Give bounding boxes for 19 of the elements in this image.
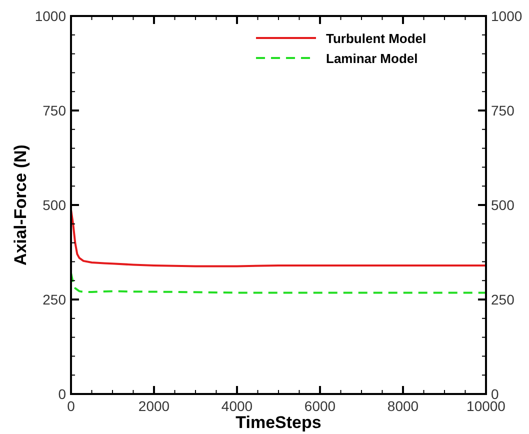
y-tick-label: 1000 [34,8,66,24]
line-series [70,208,487,268]
x-tick-label: 4000 [221,398,253,414]
x-tick-label: 8000 [387,398,419,414]
y-tick-label: 250 [42,292,66,308]
y2-tick-label: 250 [491,292,515,308]
y-tick-label: 0 [58,386,66,402]
y-tick-label: 500 [42,197,66,213]
y2-tick-label: 750 [491,102,515,118]
x-axis-title: TimeSteps [236,413,322,432]
x-tick-label: 2000 [138,398,170,414]
y-axis-title: Axial-Force (N) [11,144,30,266]
y2-tick-label: 1000 [491,8,522,24]
line-series [70,272,487,294]
legend-label: Laminar Model [326,51,418,66]
y-tick-label: 750 [42,102,66,118]
y2-tick-label: 500 [491,197,515,213]
x-tick-label: 6000 [304,398,336,414]
legend-label: Turbulent Model [326,31,426,46]
